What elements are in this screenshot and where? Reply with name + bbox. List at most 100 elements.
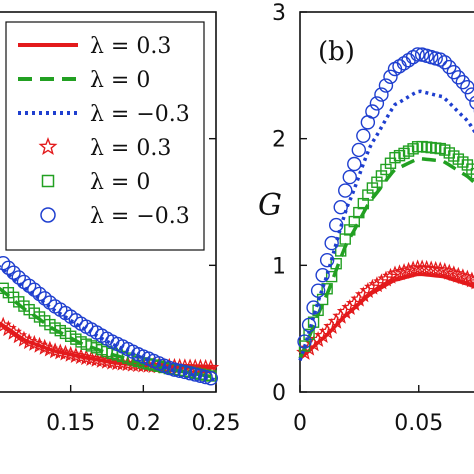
legend-label-2: λ = −0.3 bbox=[90, 102, 190, 127]
b-circle-10 bbox=[338, 183, 353, 198]
a-star-6 bbox=[20, 333, 38, 350]
b-circle-32 bbox=[437, 55, 452, 70]
b-circle-20 bbox=[383, 69, 398, 85]
b-star-39 bbox=[468, 279, 474, 290]
panel-b-y-axis-label: G bbox=[258, 188, 282, 223]
b-square-8 bbox=[330, 258, 342, 270]
b-circle-2 bbox=[301, 317, 317, 333]
panel-a-frame bbox=[0, 11, 217, 393]
a-star-16 bbox=[72, 348, 90, 365]
b-circle-4 bbox=[310, 283, 326, 298]
legend-label-1: λ = 0 bbox=[90, 68, 150, 93]
legend-square-4 bbox=[41, 174, 55, 188]
panel-b-marks bbox=[296, 47, 474, 362]
b-square-3 bbox=[307, 316, 320, 328]
a-circle-38 bbox=[188, 367, 203, 382]
panel-b-label: (b) bbox=[318, 37, 355, 67]
a-circle-9 bbox=[37, 291, 52, 306]
a-star-11 bbox=[46, 342, 64, 359]
b-circle-7 bbox=[324, 235, 339, 251]
panel-a-marks bbox=[0, 255, 220, 386]
b-circle-17 bbox=[369, 96, 385, 111]
a-circle-2 bbox=[1, 260, 16, 275]
legend-circle-5 bbox=[40, 207, 56, 223]
a-line-2 bbox=[0, 264, 217, 382]
a-star-8 bbox=[31, 336, 48, 353]
b-circle-31 bbox=[433, 52, 448, 67]
a-x-tick-label-0: 0.15 bbox=[46, 411, 95, 436]
a-circle-1 bbox=[0, 255, 11, 271]
a-circle-39 bbox=[193, 368, 208, 384]
b-circle-24 bbox=[401, 53, 416, 68]
b-circle-39 bbox=[469, 95, 474, 110]
a-star-19 bbox=[88, 350, 105, 367]
b-line-0 bbox=[298, 272, 474, 360]
a-star-15 bbox=[67, 347, 85, 363]
a-star-12 bbox=[51, 343, 69, 360]
b-square-6 bbox=[321, 283, 333, 295]
a-x-tick-label-1: 0.2 bbox=[126, 411, 161, 436]
b-circle-22 bbox=[392, 59, 407, 74]
legend-star-3 bbox=[38, 137, 58, 156]
b-line-2 bbox=[298, 89, 474, 362]
legend-label-0: λ = 0.3 bbox=[90, 34, 171, 59]
legend: λ = 0.3 λ = 0 λ = −0.3 λ = 0.3 λ = 0 λ = −0.3 bbox=[5, 21, 205, 251]
b-square-7 bbox=[325, 270, 338, 283]
panel-b-frame bbox=[299, 11, 474, 393]
a-star-10 bbox=[41, 340, 59, 357]
b-square-9 bbox=[335, 245, 347, 257]
a-circle-34 bbox=[167, 362, 182, 377]
b-y-tick-label-0: 0 bbox=[272, 381, 286, 406]
a-star-18 bbox=[83, 349, 100, 366]
a-circle-36 bbox=[177, 364, 193, 380]
b-circle-34 bbox=[446, 64, 462, 80]
b-star-12 bbox=[345, 294, 363, 311]
b-circle-12 bbox=[347, 156, 362, 172]
b-circle-23 bbox=[396, 56, 412, 71]
b-circle-16 bbox=[365, 104, 380, 119]
a-circle-40 bbox=[198, 369, 213, 385]
b-y-tick-label-3: 3 bbox=[272, 1, 286, 26]
b-star-27 bbox=[413, 259, 431, 276]
panel-a: 0.15 0.2 0.25 λ = 0.3λ = 0λ = −0.3λ = 0.3λ… bbox=[0, 11, 241, 436]
b-circle-35 bbox=[451, 70, 466, 85]
b-y-tick-label-1: 1 bbox=[272, 254, 286, 279]
panel-a-ticks: 0.15 0.2 0.25 bbox=[46, 137, 241, 436]
a-circle-7 bbox=[27, 282, 42, 297]
b-x-tick-label-1: 0.05 bbox=[394, 411, 443, 436]
a-circle-4 bbox=[11, 270, 26, 285]
b-star-36 bbox=[454, 268, 472, 285]
a-star-5 bbox=[15, 330, 33, 347]
b-circle-36 bbox=[455, 74, 471, 90]
a-x-tick-label-2: 0.25 bbox=[192, 411, 241, 436]
b-star-9 bbox=[332, 307, 350, 324]
b-y-tick-label-2: 2 bbox=[272, 128, 286, 153]
b-circle-11 bbox=[342, 169, 357, 185]
b-star-38 bbox=[463, 271, 474, 288]
b-circle-13 bbox=[351, 142, 367, 158]
b-star-25 bbox=[404, 260, 422, 277]
b-circle-33 bbox=[442, 59, 457, 75]
b-x-tick-label-0: 0 bbox=[293, 411, 307, 436]
b-circle-8 bbox=[328, 217, 344, 233]
b-circle-3 bbox=[306, 300, 321, 315]
b-circle-25 bbox=[405, 50, 421, 65]
b-star-5 bbox=[314, 327, 332, 344]
a-star-17 bbox=[77, 349, 95, 366]
legend-label-4: λ = 0 bbox=[90, 170, 150, 195]
a-circle-35 bbox=[172, 363, 187, 378]
b-circle-1 bbox=[297, 334, 312, 349]
a-circle-37 bbox=[182, 366, 198, 381]
b-square-39 bbox=[470, 167, 474, 180]
b-star-35 bbox=[449, 266, 467, 283]
b-star-28 bbox=[418, 259, 436, 276]
a-circle-6 bbox=[21, 278, 37, 293]
a-star-9 bbox=[36, 338, 54, 355]
a-star-14 bbox=[62, 345, 80, 362]
b-square-2 bbox=[303, 328, 315, 341]
legend-label-5: λ = −0.3 bbox=[90, 204, 190, 229]
b-circle-5 bbox=[315, 267, 330, 283]
b-star-33 bbox=[440, 263, 458, 280]
b-circle-38 bbox=[464, 87, 474, 102]
